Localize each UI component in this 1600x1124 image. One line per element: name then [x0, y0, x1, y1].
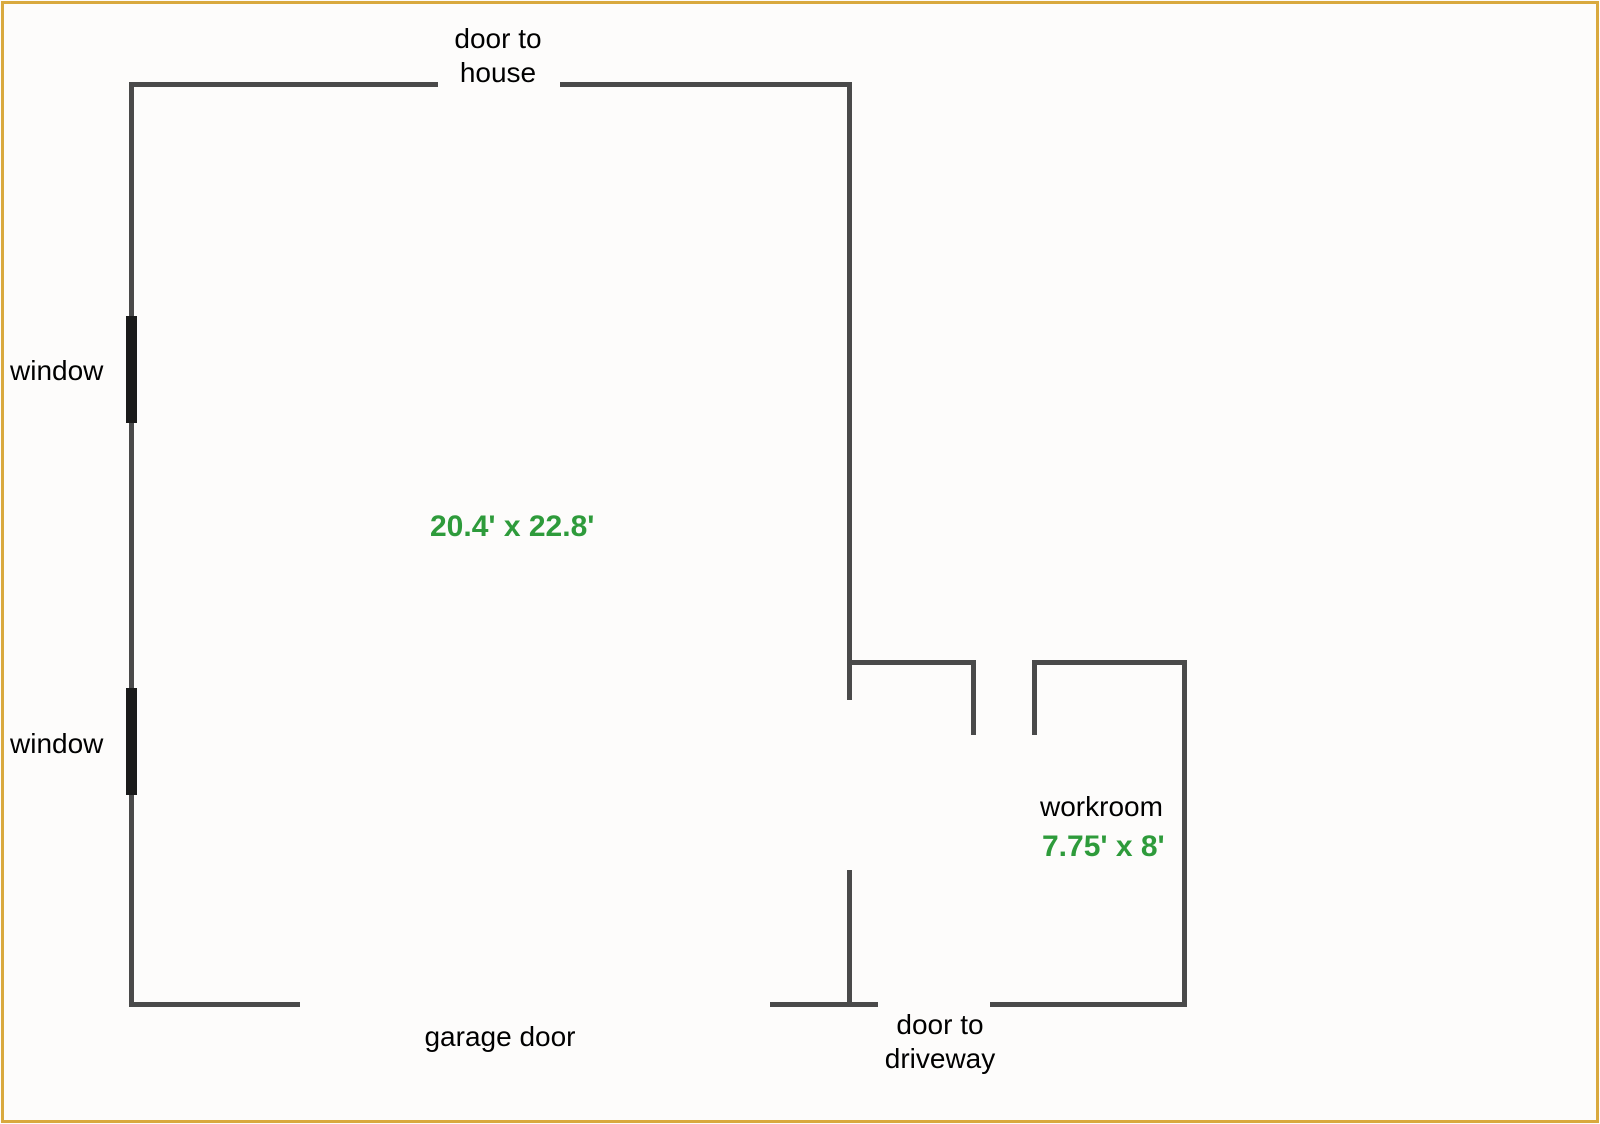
- garage-bottom-wall-right: [770, 1002, 878, 1007]
- window-lower-marker: [126, 688, 137, 795]
- garage-left-wall: [129, 82, 134, 1007]
- window-upper-marker: [126, 316, 137, 423]
- outer-frame: [1, 1, 1599, 1123]
- garage-right-wall-lower: [847, 870, 852, 1007]
- workroom-label: workroom: [1040, 790, 1220, 824]
- garage-dimension: 20.4' x 22.8': [430, 510, 594, 544]
- workroom-dimension: 7.75' x 8': [1042, 830, 1165, 864]
- garage-top-wall-right: [560, 82, 852, 87]
- window-lower-label: window: [10, 727, 120, 761]
- workroom-top-wall-left: [847, 660, 976, 665]
- workroom-bottom-wall: [990, 1002, 1187, 1007]
- workroom-right-wall: [1182, 660, 1187, 1007]
- garage-bottom-wall-left: [129, 1002, 300, 1007]
- workroom-stub-left: [971, 660, 976, 735]
- door-to-driveway-label: door to driveway: [850, 1008, 1030, 1075]
- garage-door-label: garage door: [350, 1020, 650, 1054]
- garage-top-wall-left: [129, 82, 438, 87]
- window-upper-label: window: [10, 354, 120, 388]
- door-to-house-label: door to house: [398, 22, 598, 89]
- workroom-stub-right: [1032, 660, 1037, 735]
- workroom-top-wall-right: [1032, 660, 1187, 665]
- garage-right-wall-upper: [847, 82, 852, 700]
